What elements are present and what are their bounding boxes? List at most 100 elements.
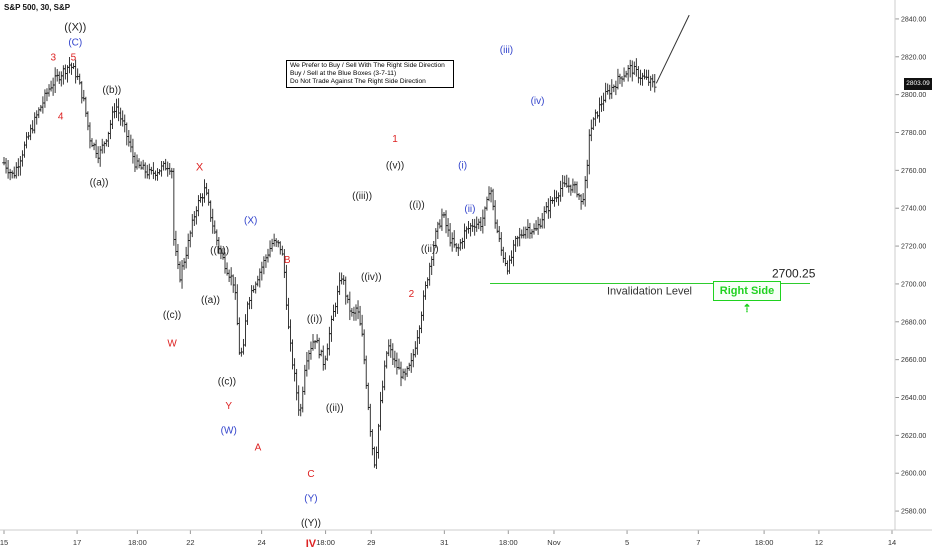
ohlc-bar [180,259,184,289]
ohlc-bar [96,146,100,164]
ohlc-bar [135,154,139,170]
ohlc-bar [481,209,485,234]
y-tick-label: 2620.00 [901,433,926,440]
ohlc-bar [192,211,197,226]
ohlc-bar [190,214,195,238]
wave-label: (Y) [304,494,317,505]
ohlc-bar [206,189,211,206]
right-side-label: Right Side [719,285,775,297]
ohlc-bar [133,152,137,173]
projection-line-group [655,14,690,84]
x-tick-label: 22 [186,538,194,547]
wave-labels: ((X)) (C) 3 5 4 ((b)) ((a)) X ((b)) ((a)) ((c)) W (X… [51,21,545,550]
ohlc-bar [321,345,326,371]
ohlc-bar [415,330,420,355]
ohlc-bar [364,355,369,389]
ohlc-bar [573,181,577,194]
ohlc-bar [249,285,254,310]
ohlc-bar [288,319,293,352]
ohlc-bar [194,206,199,225]
ohlc-bar [530,229,534,239]
ohlc-bar [577,193,581,200]
ohlc-bar [151,162,156,180]
ohlc-bar [419,311,424,334]
invalidation-label: Invalidation Level [607,285,692,297]
ohlc-bar [388,338,393,358]
ohlc-bar [636,66,641,84]
ohlc-bar [483,206,487,227]
ohlc-bar [491,188,495,211]
ohlc-bar [292,358,297,382]
y-tick-label: 2680.00 [901,319,926,326]
ohlc-bar [462,223,467,249]
x-tick-label: 18:00 [499,538,518,547]
ohlc-bar [634,58,639,77]
ohlc-bar [360,314,364,337]
wave-label: C [307,469,314,480]
ohlc-bar [333,302,338,317]
ohlc-bar [620,76,624,87]
ohlc-bar [118,107,123,126]
y-tick-label: 2740.00 [901,206,926,213]
ohlc-bar [145,164,150,179]
y-tick-label: 2580.00 [901,509,926,516]
ohlc-bar [278,241,283,255]
wave-label: IV [306,538,317,550]
ohlc-bar [476,218,481,230]
ohlc-bar [172,168,176,246]
ohlc-bar [622,67,626,82]
y-axis-ticks: 2580.00 2600.00 2620.00 2640.00 2660.00 2680.… [895,16,926,516]
y-tick-label: 2760.00 [901,168,926,175]
ohlc-bar [423,281,428,300]
ohlc-bar [411,349,416,368]
y-tick-label: 2640.00 [901,395,926,402]
ohlc-bar [413,341,418,358]
arrow-up-icon: ⇡ [742,303,752,315]
wave-label: ((i)) [307,314,323,325]
ohlc-bar [253,281,258,294]
ohlc-bar [227,269,231,283]
y-tick-label: 2700.00 [901,281,926,288]
ohlc-bar [286,297,291,330]
ohlc-bar [30,120,35,134]
ohlc-bar [303,364,307,395]
ohlc-bar [106,131,111,148]
ohlc-bar [98,145,102,167]
wave-label: 1 [392,134,398,145]
ohlc-bar [260,261,264,281]
ohlc-bar [28,124,33,141]
wave-label: ((iii)) [352,191,372,202]
ohlc-bar [505,260,510,275]
ohlc-bar [270,238,274,252]
ohlc-bar [39,104,43,112]
ohlc-bar [356,300,360,320]
ohlc-bar [401,368,405,380]
ohlc-bar [642,69,647,80]
ohlc-bar [343,276,348,305]
ohlc-bar [646,69,651,86]
y-tick-label: 2600.00 [901,471,926,478]
x-tick-label: 24 [257,538,265,547]
ohlc-bar [276,239,281,248]
ohlc-bar [325,343,330,361]
wave-label: W [167,338,177,349]
ohlc-bar [79,81,84,104]
ohlc-bar [274,238,278,247]
ohlc-bar [458,239,463,251]
ohlc-bar [43,89,47,108]
ohlc-bar [41,96,45,114]
y-tick-label: 2780.00 [901,130,926,137]
ohlc-bar [556,192,561,206]
ohlc-bar [536,216,540,235]
ohlc-bar [174,230,178,256]
y-tick-label: 2840.00 [901,16,926,23]
ohlc-bar [331,304,336,322]
ohlc-bar [499,232,504,256]
ohlc-bar [210,208,215,234]
ohlc-bar [69,62,74,75]
ohlc-bar [544,201,549,214]
invalidation-value-label: 2700.25 [772,266,816,280]
ohlc-bar [157,169,162,175]
